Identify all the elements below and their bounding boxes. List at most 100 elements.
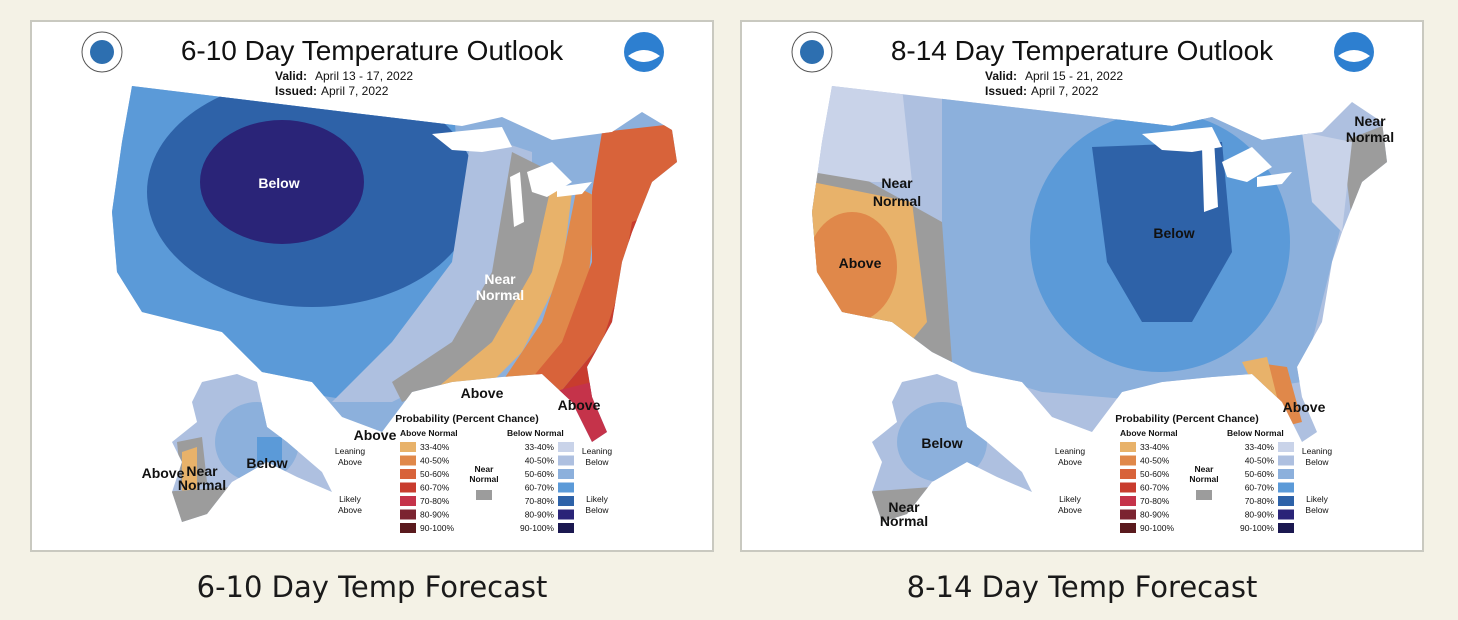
legend-above-swatch (1120, 455, 1136, 466)
legend-likely-below: Likely (1306, 494, 1328, 504)
legend-below-range: 50-60% (1245, 469, 1275, 479)
legend-likely-above: Likely (339, 494, 361, 504)
legend-likely-below-2: Below (585, 505, 609, 515)
legend-likely-above-2: Above (1058, 505, 1082, 515)
legend-below-range: 60-70% (525, 483, 555, 493)
region-label-below: Below (258, 175, 299, 191)
legend-below-range: 40-50% (525, 456, 555, 466)
legend-above-swatch (400, 469, 416, 479)
legend-leaning-below: Leaning (1302, 446, 1333, 456)
legend-above-range: 90-100% (420, 523, 454, 533)
legend-below-header: Below Normal (507, 428, 564, 438)
noaa-logo-wave (628, 50, 660, 62)
legend-likely-above-2: Above (338, 505, 362, 515)
legend-above-range: 70-80% (420, 496, 450, 506)
outlook-panel-8-14: 8-14 Day Temperature Outlook Valid: Apri… (740, 20, 1424, 552)
legend-above-range: 60-70% (420, 483, 450, 493)
legend-below-range: 80-90% (1245, 510, 1275, 520)
legend-below-swatch (558, 469, 574, 479)
legend-above-range: 90-100% (1140, 523, 1174, 533)
legend-above-swatch (400, 509, 416, 520)
legend-below-swatch (558, 496, 574, 506)
legend-near-swatch (476, 490, 492, 500)
region-label-above-tx: Above (354, 427, 397, 443)
doc-seal-inner (800, 40, 824, 64)
legend-leaning-above: Leaning (1055, 446, 1086, 456)
legend-above-header: Above Normal (400, 428, 458, 438)
map-6-10: 6-10 Day Temperature Outlook Valid: Apri… (81, 31, 677, 533)
legend-below-swatch (1278, 442, 1294, 452)
ak-label-normal: Normal (178, 477, 226, 493)
region-label-normal-west: Normal (873, 193, 921, 209)
issued-label: Issued: (275, 84, 317, 98)
legend-above-range: 80-90% (420, 510, 450, 520)
legend-likely-below: Likely (586, 494, 608, 504)
valid-value: April 13 - 17, 2022 (315, 69, 413, 83)
issued-label: Issued: (985, 84, 1027, 98)
legend-leaning-above: Leaning (335, 446, 366, 456)
legend-title: Probability (Percent Chance) (395, 413, 539, 425)
legend-below-range: 70-80% (1245, 496, 1275, 506)
legend-likely-above: Likely (1059, 494, 1081, 504)
legend-below-range: 60-70% (1245, 483, 1275, 493)
ak-label-above: Above (142, 465, 185, 481)
legend-above-range: 33-40% (420, 442, 450, 452)
legend-below-range: 33-40% (1245, 442, 1275, 452)
legend-above-range: 40-50% (420, 456, 450, 466)
legend-below-swatch (1278, 455, 1294, 466)
legend-below-swatch (1278, 482, 1294, 493)
legend-below-swatch (1278, 469, 1294, 479)
legend-leaning-above-2: Above (1058, 457, 1082, 467)
legend-above-range: 50-60% (1140, 469, 1170, 479)
legend-below-swatch (558, 442, 574, 452)
legend-below-range: 90-100% (520, 523, 554, 533)
region-label-near-ne: Near (1354, 113, 1386, 129)
legend-above-range: 60-70% (1140, 483, 1170, 493)
legend-below-range: 80-90% (525, 510, 555, 520)
legend-normal: Normal (1189, 474, 1218, 484)
legend-below-range: 40-50% (1245, 456, 1275, 466)
region-label-near-west: Near (881, 175, 913, 191)
legend-above-range: 40-50% (1140, 456, 1170, 466)
legend: Probability (Percent Chance) Above Norma… (335, 413, 612, 533)
issued-value: April 7, 2022 (321, 84, 389, 98)
region-label-above-gulf: Above (461, 385, 504, 401)
legend-above-range: 50-60% (420, 469, 450, 479)
region-label-near: Near (484, 271, 516, 287)
issued-value: April 7, 2022 (1031, 84, 1099, 98)
legend-above-swatch (1120, 496, 1136, 506)
legend-above-swatch (400, 523, 416, 533)
map-title: 8-14 Day Temperature Outlook (891, 35, 1274, 66)
ak-label-normal: Normal (880, 513, 928, 529)
legend-near: Near (475, 464, 495, 474)
legend-above-swatch (1120, 509, 1136, 520)
legend-title: Probability (Percent Chance) (1115, 413, 1259, 425)
legend-near-swatch (1196, 490, 1212, 500)
legend: Probability (Percent Chance) Above Norma… (1055, 413, 1333, 533)
caption-8-14: 8-14 Day Temp Forecast (906, 570, 1258, 604)
legend-below-range: 90-100% (1240, 523, 1274, 533)
legend-leaning-below-2: Below (585, 457, 609, 467)
valid-label: Valid: (985, 69, 1017, 83)
legend-above-swatch (400, 496, 416, 506)
region-label-above-ca: Above (839, 255, 882, 271)
valid-label: Valid: (275, 69, 307, 83)
legend-below-swatch (1278, 496, 1294, 506)
region-label-above-fl: Above (1283, 399, 1326, 415)
map-8-14: 8-14 Day Temperature Outlook Valid: Apri… (791, 31, 1394, 533)
legend-below-swatch (1278, 509, 1294, 520)
legend-above-swatch (400, 482, 416, 493)
ak-label-below: Below (921, 435, 962, 451)
ak-label-below: Below (246, 455, 287, 471)
region-label-below: Below (1153, 225, 1194, 241)
legend-below-swatch (558, 482, 574, 493)
legend-above-swatch (1120, 523, 1136, 533)
legend-above-swatch (1120, 469, 1136, 479)
caption-6-10: 6-10 Day Temp Forecast (196, 570, 548, 604)
legend-below-range: 50-60% (525, 469, 555, 479)
legend-above-swatch (400, 442, 416, 452)
ak-label-near: Near (888, 499, 920, 515)
legend-above-range: 70-80% (1140, 496, 1170, 506)
valid-value: April 15 - 21, 2022 (1025, 69, 1123, 83)
legend-below-header: Below Normal (1227, 428, 1284, 438)
